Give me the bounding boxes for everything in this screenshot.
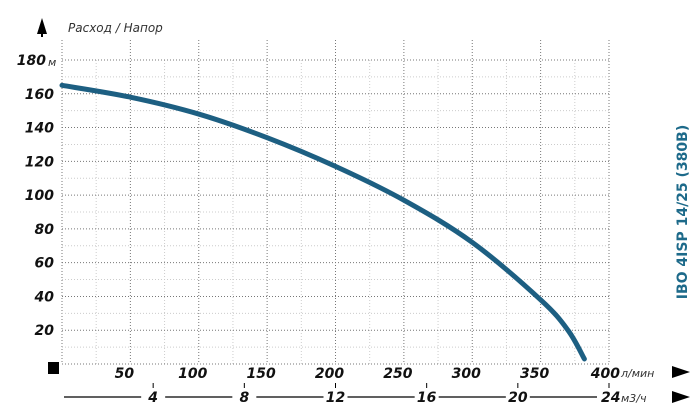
model-title: IBO 4ISP 14/25 (380В)	[675, 125, 691, 299]
y-tick-label: 40	[34, 289, 55, 305]
y-axis: 20 40 60 80 100 120 140 160 180	[17, 53, 54, 339]
x2-tick-label: 24	[601, 390, 620, 406]
x-tick-label: 350	[520, 366, 549, 382]
y-tick-label: 100	[25, 188, 54, 204]
x2-axis-arrow-icon	[672, 391, 690, 403]
x2-tick-label: 4	[147, 390, 158, 406]
x2-unit-label: м3/ч	[621, 392, 647, 405]
x-tick-label: 400	[590, 366, 620, 382]
y-tick-label: 140	[25, 121, 54, 137]
x-tick-label: 200	[315, 366, 344, 382]
x2-tick-label: 16	[417, 390, 437, 406]
x-tick-label: 150	[247, 366, 276, 382]
x2-axis: 4 8 12 16 20 24	[64, 383, 620, 406]
x2-tick-label: 20	[508, 390, 528, 406]
y-tick-label: 80	[35, 222, 55, 238]
x-tick-label: 50	[115, 366, 135, 382]
x-axis: 50 100 150 200 250 300 350 400	[115, 366, 621, 382]
y-tick-label: 160	[25, 87, 54, 103]
x2-tick-label: 12	[326, 390, 345, 406]
y-tick-label: 180	[17, 53, 46, 69]
x-unit-label: л/мин	[620, 367, 654, 380]
grid	[61, 40, 610, 365]
y-tick-label: 20	[35, 323, 55, 339]
origin-marker	[48, 362, 59, 374]
series-line	[59, 82, 587, 362]
y-unit-label: м	[48, 56, 56, 69]
y-tick-label: 120	[25, 154, 54, 170]
y-tick-label: 60	[35, 256, 55, 272]
x-tick-label: 100	[178, 366, 207, 382]
x-tick-label: 250	[383, 366, 412, 382]
x2-tick-label: 8	[239, 390, 249, 406]
x-tick-label: 300	[452, 366, 481, 382]
chart-title: Расход / Напор	[68, 21, 163, 35]
y-axis-arrow-icon	[37, 18, 47, 34]
x-axis-arrow-icon	[672, 366, 690, 378]
y-axis-arrow-stem	[41, 33, 43, 37]
